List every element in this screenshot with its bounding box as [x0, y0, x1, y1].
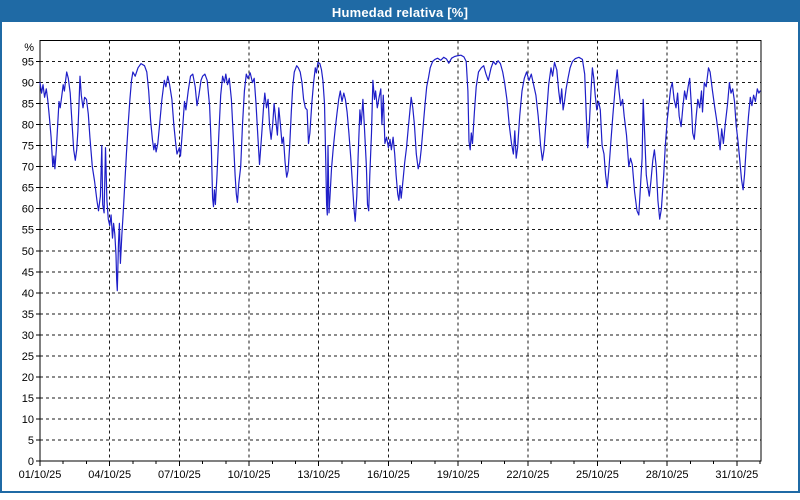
y-tick-label: 75 [22, 141, 34, 153]
x-tick-label: 07/10/25 [158, 469, 201, 481]
y-tick-label: 70 [22, 162, 34, 174]
y-axis: 0 5 10 15 20 25 30 35 40 45 50 55 60 65 70 75 80 85 90 95% [22, 42, 40, 468]
y-tick-label: 85 [22, 99, 34, 111]
y-tick-label: 60 [22, 204, 34, 216]
humidity-line-chart: 05101520253035404550556065707580859095%0… [19, 40, 762, 481]
y-tick-label: 30 [22, 330, 34, 342]
x-tick-label: 16/10/25 [367, 469, 410, 481]
y-tick-label: 90 [22, 78, 34, 90]
x-tick-label: 19/10/25 [437, 469, 480, 481]
x-tick-label: 04/10/25 [88, 469, 131, 481]
y-tick-label: 35 [22, 309, 34, 321]
x-axis: 01/10/25 04/10/25 07/10/25 10/10/25 13/10/25… [19, 461, 761, 481]
y-tick-label: 5 [28, 435, 34, 447]
y-tick-label: 25 [22, 351, 34, 363]
y-tick-label: 50 [22, 246, 34, 258]
y-tick-label: 45 [22, 267, 34, 279]
y-tick-label: 10 [22, 414, 34, 426]
x-tick-label: 28/10/25 [646, 469, 689, 481]
series-line-Humedad relativa [39, 54, 761, 292]
y-tick-label: 55 [22, 225, 34, 237]
x-tick-label: 01/10/25 [19, 469, 62, 481]
y-axis-unit-label: % [24, 42, 34, 54]
grid-layer [40, 40, 761, 461]
y-tick-label: 15 [22, 393, 34, 405]
y-tick-label: 40 [22, 288, 34, 300]
x-tick-label: 25/10/25 [576, 469, 619, 481]
y-tick-label: 80 [22, 120, 34, 132]
y-tick-label: 95 [22, 57, 34, 69]
chart-header: Humedad relativa [%] [2, 2, 798, 22]
x-tick-label: 31/10/25 [715, 469, 758, 481]
chart-title: Humedad relativa [%] [331, 4, 469, 20]
y-tick-label: 65 [22, 183, 34, 195]
x-tick-label: 10/10/25 [228, 469, 271, 481]
x-tick-label: 22/10/25 [506, 469, 549, 481]
y-tick-label: 0 [28, 456, 34, 468]
x-tick-label: 13/10/25 [297, 469, 340, 481]
y-tick-label: 20 [22, 372, 34, 384]
